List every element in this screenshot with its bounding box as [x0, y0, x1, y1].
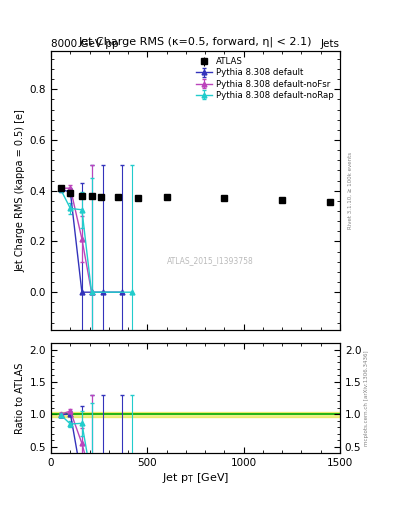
X-axis label: Jet p$_\mathregular{T}$ [GeV]: Jet p$_\mathregular{T}$ [GeV]: [162, 471, 229, 485]
Title: Jet Charge RMS (κ=0.5, forward, η| < 2.1): Jet Charge RMS (κ=0.5, forward, η| < 2.1…: [79, 36, 312, 47]
Y-axis label: Ratio to ATLAS: Ratio to ATLAS: [15, 362, 26, 434]
Y-axis label: Rivet 3.1.10, ≥ 100k events: Rivet 3.1.10, ≥ 100k events: [347, 152, 353, 229]
Legend: ATLAS, Pythia 8.308 default, Pythia 8.308 default-noFsr, Pythia 8.308 default-no: ATLAS, Pythia 8.308 default, Pythia 8.30…: [195, 55, 336, 101]
Text: 8000 GeV pp: 8000 GeV pp: [51, 38, 119, 49]
Bar: [51, 412, 340, 417]
Text: Jets: Jets: [321, 38, 340, 49]
Y-axis label: Jet Charge RMS (kappa = 0.5) [e]: Jet Charge RMS (kappa = 0.5) [e]: [16, 109, 26, 272]
Text: ATLAS_2015_I1393758: ATLAS_2015_I1393758: [167, 256, 253, 265]
Y-axis label: mcplots.cern.ch [arXiv:1306.3436]: mcplots.cern.ch [arXiv:1306.3436]: [364, 350, 369, 446]
